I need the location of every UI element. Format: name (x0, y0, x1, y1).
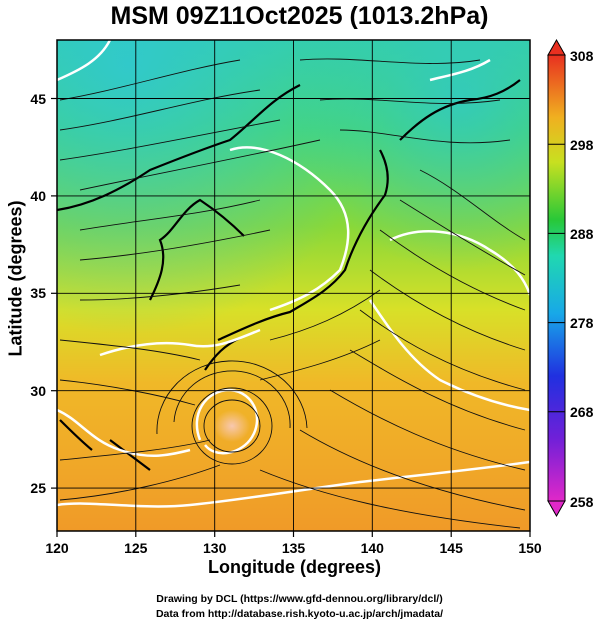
colorbar-tick-label: 288 (570, 226, 594, 242)
x-tick-labels: 120 125 130 135 140 145 150 (45, 540, 542, 556)
x-axis-label: Longitude (degrees) (207, 557, 381, 577)
y-tick-labels: 25 30 35 40 45 (30, 91, 46, 496)
y-tick-label: 40 (30, 188, 46, 204)
colorbar-gradient (547, 54, 566, 502)
colorbar-tick-label: 268 (570, 404, 594, 420)
x-tick-label: 120 (45, 540, 69, 556)
wind-streamlines (59, 58, 526, 529)
axis-ticks (51, 97, 531, 537)
colorbar-tick-label: 278 (570, 315, 594, 331)
x-tick-label: 130 (203, 540, 227, 556)
colorbar-max-arrow (547, 38, 566, 56)
y-tick-label: 45 (30, 91, 46, 107)
colorbar-tick-label: 308 (570, 48, 594, 64)
credit-data: Data from http://database.rish.kyoto-u.a… (155, 608, 444, 620)
temperature-field (57, 40, 530, 531)
y-tick-label: 35 (30, 285, 46, 301)
x-tick-label: 150 (518, 540, 542, 556)
colorbar-min-arrow (547, 500, 566, 518)
lat-lon-grid (57, 40, 530, 531)
chart-title: MSM 09Z11Oct2025 (1013.2hPa) (110, 2, 489, 30)
colorbar-ticks (548, 54, 565, 502)
x-tick-label: 145 (440, 540, 464, 556)
typhoon-eye (214, 410, 250, 442)
y-tick-label: 25 (30, 480, 46, 496)
y-tick-label: 30 (30, 383, 46, 399)
x-tick-label: 125 (124, 540, 148, 556)
credit-drawing: Drawing by DCL (https://www.gfd-dennou.o… (156, 593, 443, 605)
colorbar-tick-label: 298 (570, 137, 594, 153)
colorbar: 308 298 288 278 268 258 (547, 38, 594, 518)
x-tick-label: 135 (282, 540, 306, 556)
colorbar-tick-label: 258 (570, 494, 594, 510)
x-tick-label: 140 (361, 540, 385, 556)
